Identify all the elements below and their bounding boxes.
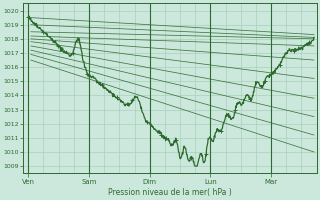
X-axis label: Pression niveau de la mer( hPa ): Pression niveau de la mer( hPa ) [108,188,232,197]
